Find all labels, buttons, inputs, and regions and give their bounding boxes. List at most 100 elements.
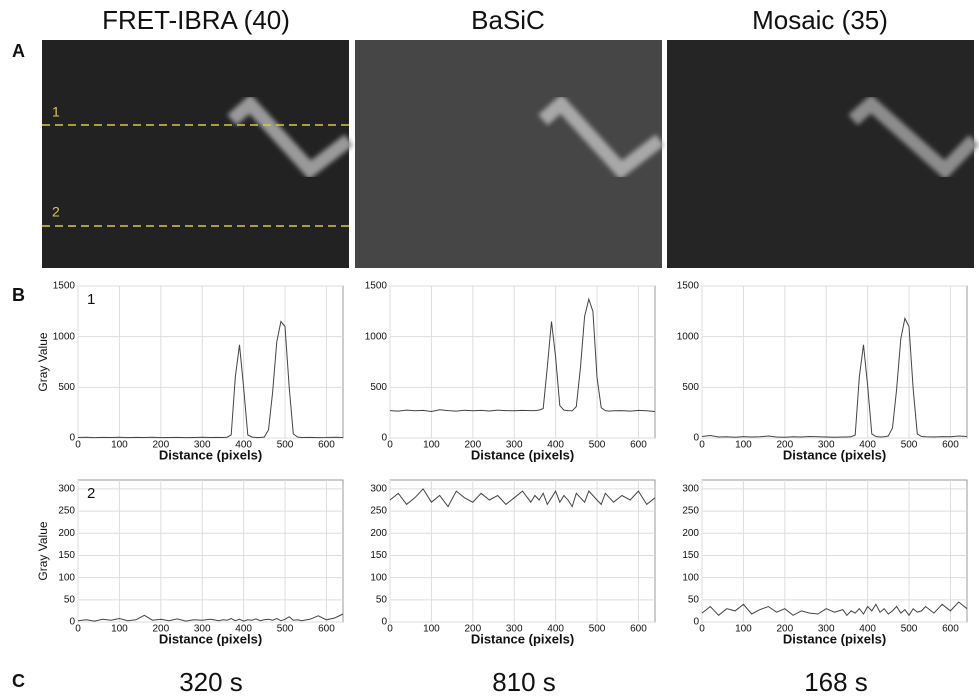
x-tick-label: 100: [423, 624, 440, 635]
x-tick-label: 400: [547, 440, 564, 451]
x-tick-label: 100: [111, 440, 128, 451]
x-tick-label: 600: [942, 440, 959, 451]
x-tick-label: 0: [75, 440, 81, 451]
y-tick-label: 150: [682, 550, 699, 561]
y-tick-label: 150: [370, 550, 387, 561]
profile-line: [701, 601, 968, 617]
y-tick-label: 0: [381, 433, 387, 444]
y-tick-label: 0: [69, 617, 75, 628]
x-tick-label: 300: [506, 440, 523, 451]
x-tick-label: 200: [464, 624, 481, 635]
time-label: 168 s: [804, 667, 868, 696]
plot-area: [389, 285, 656, 439]
x-tick-label: 200: [776, 624, 793, 635]
x-tick-label: 400: [859, 440, 876, 451]
y-tick-label: 1000: [677, 331, 700, 342]
x-axis-label: Distance (pixels): [471, 447, 574, 462]
x-tick-label: 400: [235, 624, 252, 635]
y-tick-label: 1000: [53, 331, 76, 342]
profile-line: [389, 297, 656, 413]
y-tick-label: 500: [58, 382, 75, 393]
x-axis-label: Distance (pixels): [159, 447, 262, 462]
y-tick-label: 0: [381, 617, 387, 628]
y-tick-label: 0: [693, 433, 699, 444]
image: 1 2: [42, 40, 354, 268]
x-tick-label: 600: [942, 624, 959, 635]
y-tick-label: 150: [58, 550, 75, 561]
y-axis-label: Gray Value: [36, 521, 50, 580]
x-tick-label: 200: [152, 624, 169, 635]
x-axis-label: Distance (pixels): [159, 631, 262, 646]
y-tick-label: 100: [58, 572, 75, 583]
plot-area: [77, 285, 344, 439]
y-tick-label: 1500: [365, 281, 388, 292]
x-tick-label: 400: [547, 624, 564, 635]
x-tick-label: 300: [194, 624, 211, 635]
x-tick-label: 600: [318, 624, 335, 635]
column-title: Mosaic (35): [752, 5, 888, 35]
panel-label: A: [12, 41, 25, 61]
x-axis-label: Distance (pixels): [783, 631, 886, 646]
x-tick-label: 400: [859, 624, 876, 635]
profile-line: [701, 316, 968, 438]
y-tick-label: 1000: [365, 331, 388, 342]
panel-label: C: [12, 671, 25, 691]
plot-area: [389, 479, 656, 623]
x-tick-label: 0: [387, 440, 393, 451]
y-tick-label: 500: [682, 382, 699, 393]
y-tick-label: 300: [682, 484, 699, 495]
plot-area: [77, 479, 344, 623]
x-tick-label: 0: [387, 624, 393, 635]
x-tick-label: 200: [776, 440, 793, 451]
x-axis-label: Distance (pixels): [783, 447, 886, 462]
x-tick-label: 600: [630, 624, 647, 635]
y-tick-label: 1500: [53, 281, 76, 292]
y-tick-label: 50: [688, 594, 700, 605]
x-axis-label: Distance (pixels): [471, 631, 574, 646]
column-title: FRET-IBRA (40): [102, 5, 290, 35]
y-tick-label: 0: [693, 617, 699, 628]
plot-area: [701, 479, 968, 623]
x-tick-label: 100: [735, 624, 752, 635]
y-tick-label: 50: [64, 594, 76, 605]
x-tick-label: 300: [818, 440, 835, 451]
x-tick-label: 0: [699, 440, 705, 451]
x-tick-label: 500: [277, 440, 294, 451]
x-tick-label: 300: [194, 440, 211, 451]
x-tick-label: 500: [277, 624, 294, 635]
y-tick-label: 200: [370, 528, 387, 539]
chart-annotation: 1: [87, 291, 95, 308]
chart-annotation: 2: [87, 485, 95, 502]
profile-line: [77, 613, 344, 622]
y-tick-label: 250: [58, 506, 75, 517]
y-tick-label: 300: [58, 484, 75, 495]
x-tick-label: 600: [318, 440, 335, 451]
y-tick-label: 250: [370, 506, 387, 517]
column-title: BaSiC: [471, 5, 545, 35]
y-tick-label: 50: [376, 594, 388, 605]
y-tick-label: 500: [370, 382, 387, 393]
x-tick-label: 600: [630, 440, 647, 451]
plot-area: [701, 285, 968, 439]
x-tick-label: 400: [235, 440, 252, 451]
y-tick-label: 300: [370, 484, 387, 495]
x-tick-label: 300: [818, 624, 835, 635]
time-label: 810 s: [492, 667, 556, 696]
y-tick-label: 100: [370, 572, 387, 583]
y-tick-label: 100: [682, 572, 699, 583]
profile-line-label: 2: [52, 204, 60, 220]
x-tick-label: 500: [589, 440, 606, 451]
x-tick-label: 100: [423, 440, 440, 451]
x-tick-label: 300: [506, 624, 523, 635]
y-tick-label: 1500: [677, 281, 700, 292]
y-tick-label: 250: [682, 506, 699, 517]
x-tick-label: 200: [152, 440, 169, 451]
x-tick-label: 0: [699, 624, 705, 635]
image: [667, 40, 979, 268]
x-tick-label: 200: [464, 440, 481, 451]
profile-line-label: 1: [52, 104, 60, 120]
y-tick-label: 0: [69, 433, 75, 444]
y-tick-label: 200: [682, 528, 699, 539]
